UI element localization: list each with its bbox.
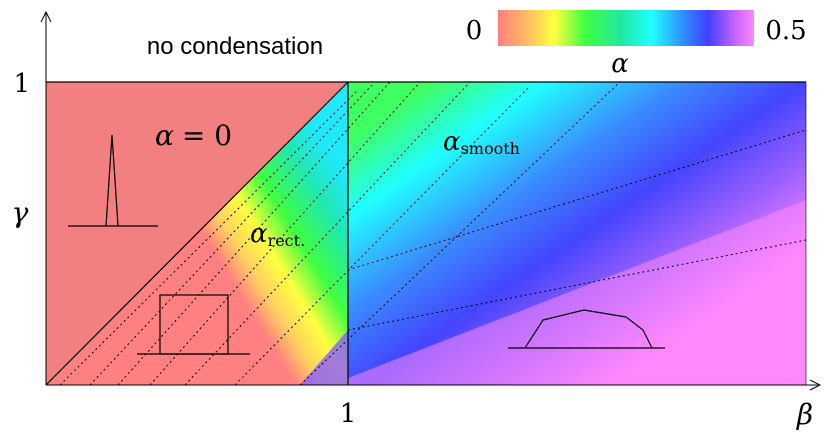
y-axis-label: γ	[12, 196, 29, 229]
alpha-rect-label: αrect.	[250, 219, 305, 250]
colorbar	[498, 10, 754, 46]
y-axis-arrow	[40, 10, 52, 23]
alpha-smooth-label: αsmooth	[443, 127, 520, 158]
colorbar-min-label: 0	[466, 16, 483, 46]
diagonal-boundary	[45, 81, 349, 386]
colorbar-label: α	[611, 49, 629, 79]
x-axis-label: β	[796, 398, 813, 431]
contour-lines	[59, 81, 807, 386]
x-axis-arrow	[809, 379, 822, 391]
alpha-zero-label: α = 0	[155, 119, 232, 152]
colorbar-max-label: 0.5	[765, 16, 806, 46]
no-condensation-label: no condensation	[147, 33, 323, 60]
smooth-profile-sketch	[508, 309, 665, 349]
spike-profile-sketch	[68, 134, 158, 227]
rectangle-profile-sketch	[137, 294, 250, 355]
x-tick-label: 1	[340, 399, 357, 429]
y-tick-label: 1	[13, 69, 30, 99]
